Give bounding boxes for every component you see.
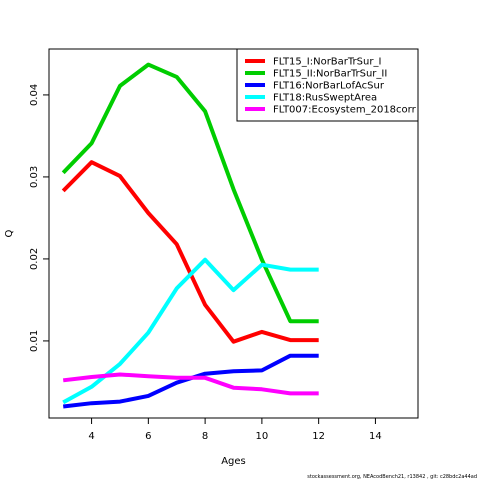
series-line-1 — [61, 160, 319, 344]
x-axis-label: Ages — [221, 456, 246, 467]
legend-entry-label: FLT15_I:NorBarTrSur_I — [273, 57, 381, 68]
y-tick-label: 0.01 — [29, 330, 40, 352]
x-tick-label: 12 — [312, 431, 325, 442]
series-layer — [61, 62, 319, 409]
legend-entry-label: FLT15_II:NorBarTrSur_II — [273, 69, 387, 80]
series-line-5 — [62, 372, 319, 396]
y-tick-label: 0.04 — [29, 84, 40, 106]
legend-box — [236, 48, 419, 122]
legend: FLT15_I:NorBarTrSur_IFLT15_II:NorBarTrSu… — [236, 48, 419, 122]
x-tick-label: 4 — [88, 431, 94, 442]
legend-entry-label: FLT007:Ecosystem_2018corr — [273, 105, 417, 116]
y-axis: 0.01 0.02 0.03 0.04 — [29, 84, 49, 352]
y-tick-label: 0.02 — [29, 248, 40, 270]
x-tick-label: 10 — [256, 431, 269, 442]
footer-credit: stockassessment.org, NEAcodBench21, r138… — [307, 474, 477, 480]
y-tick-label: 0.03 — [29, 166, 40, 188]
series-line-4 — [62, 257, 319, 405]
x-tick-label: 8 — [202, 431, 208, 442]
legend-entry-label: FLT16:NorBarLofAcSur — [273, 81, 385, 92]
x-tick-label: 6 — [145, 431, 151, 442]
y-axis-label: Q — [4, 229, 15, 237]
x-tick-label: 14 — [369, 431, 382, 442]
plot-frame — [48, 48, 419, 419]
x-axis: 4 6 8 10 12 14 — [88, 418, 382, 442]
legend-entry-label: FLT18:RusSweptArea — [273, 93, 377, 104]
series-line-2 — [61, 62, 319, 324]
